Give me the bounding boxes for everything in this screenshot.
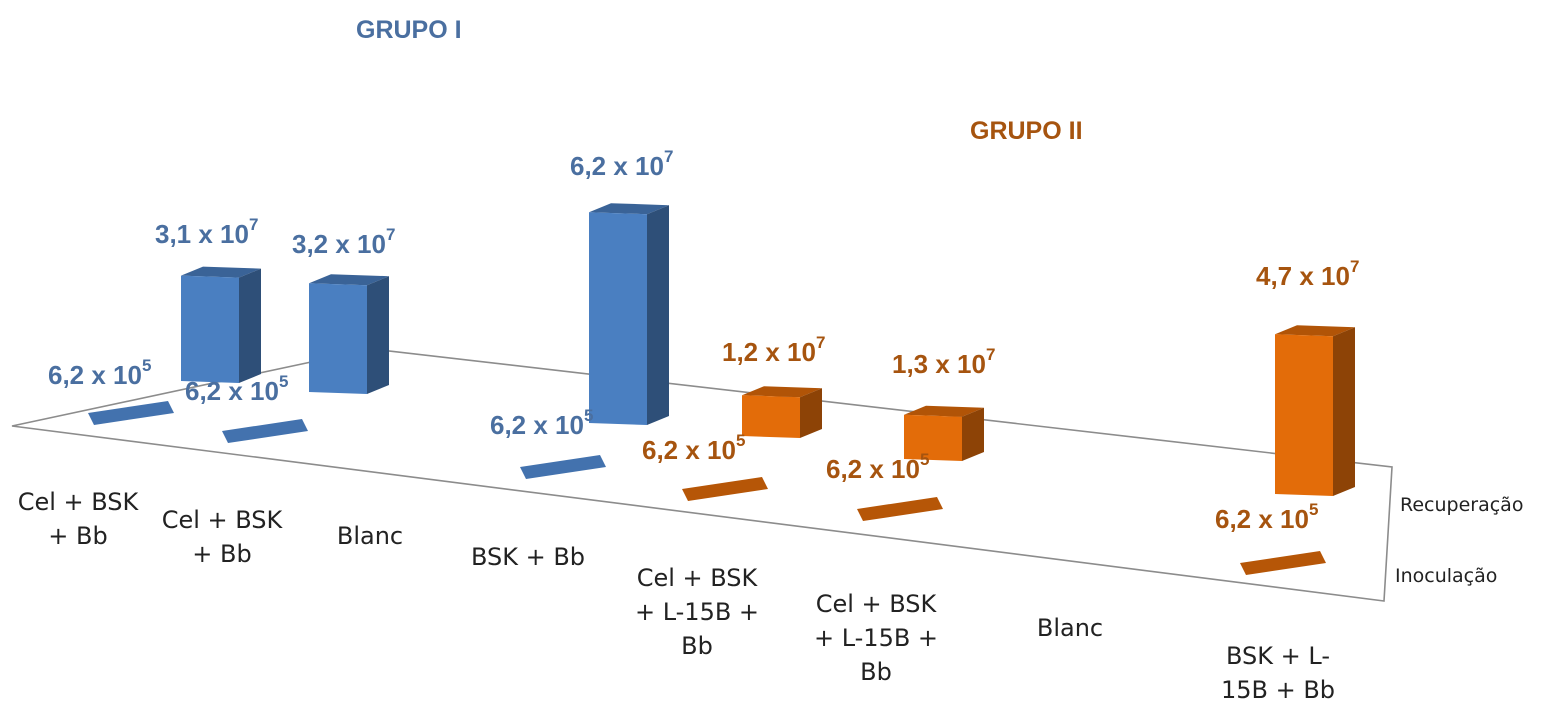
data-label-inoculacao: 6,2 x 105: [1215, 500, 1318, 534]
bar-recuperacao: [904, 414, 962, 461]
group-title-grupo-ii: GRUPO II: [970, 117, 1083, 145]
data-label-recuperacao: 3,1 x 107: [155, 215, 258, 249]
data-label-inoculacao: 6,2 x 105: [48, 356, 151, 390]
category-label: Blanc: [337, 522, 403, 550]
category-label: Blanc: [1037, 614, 1103, 642]
bar-recuperacao-top: [309, 274, 389, 286]
bar-recuperacao: [742, 395, 800, 438]
chart-marks: 6,2 x 105 3,1 x 107 6,2 x 105 3,2 x 107 6,2 …: [48, 147, 1359, 575]
bar-recuperacao: [589, 212, 647, 425]
data-label-inoculacao: 6,2 x 105: [826, 450, 929, 484]
bar-recuperacao: [1275, 334, 1333, 496]
bar-recuperacao-top: [1275, 325, 1355, 337]
category-label: Cel + BSK + L-15B + Bb: [814, 590, 938, 686]
data-label-recuperacao: 1,2 x 107: [722, 333, 825, 367]
bar-recuperacao-side: [647, 205, 669, 425]
bar-recuperacao: [309, 283, 367, 394]
bar-recuperacao-side: [239, 268, 261, 383]
category-label: Cel + BSK + Bb: [18, 488, 140, 550]
bar-recuperacao-top: [904, 405, 984, 417]
data-label-recuperacao: 3,2 x 107: [292, 225, 395, 259]
bar-recuperacao-top: [742, 386, 822, 398]
bar-recuperacao-side: [800, 388, 822, 438]
category-label: BSK + Bb: [471, 543, 585, 571]
bar-inoculacao: [520, 455, 606, 479]
bar-inoculacao: [682, 477, 768, 501]
bar-recuperacao-side: [962, 407, 984, 461]
bar-inoculacao: [222, 419, 308, 443]
depth-label-recuperacao: Recuperação: [1400, 494, 1523, 516]
data-label-recuperacao: 6,2 x 107: [570, 147, 673, 181]
bar-inoculacao: [88, 401, 174, 425]
bar-recuperacao: [181, 275, 239, 383]
bar-recuperacao-top: [589, 203, 669, 215]
bar-recuperacao-side: [1333, 327, 1355, 496]
category-label: BSK + L-15B + Bb: [1221, 642, 1335, 704]
bar-inoculacao: [1240, 551, 1326, 575]
group-title-grupo-i: GRUPO I: [356, 16, 462, 44]
data-label-inoculacao: 6,2 x 105: [490, 406, 593, 440]
depth-label-inoculacao: Inoculação: [1395, 565, 1497, 587]
bar-recuperacao-top: [181, 266, 261, 278]
bar-recuperacao-side: [367, 276, 389, 394]
category-label: Cel + BSK + L-15B + Bb: [635, 564, 759, 660]
data-label-inoculacao: 6,2 x 105: [642, 431, 745, 465]
data-label-recuperacao: 1,3 x 107: [892, 345, 995, 379]
category-label: Cel + BSK + Bb: [162, 506, 284, 568]
data-label-recuperacao: 4,7 x 107: [1256, 257, 1359, 291]
data-label-inoculacao: 6,2 x 105: [185, 372, 288, 406]
bar-inoculacao: [857, 497, 943, 521]
